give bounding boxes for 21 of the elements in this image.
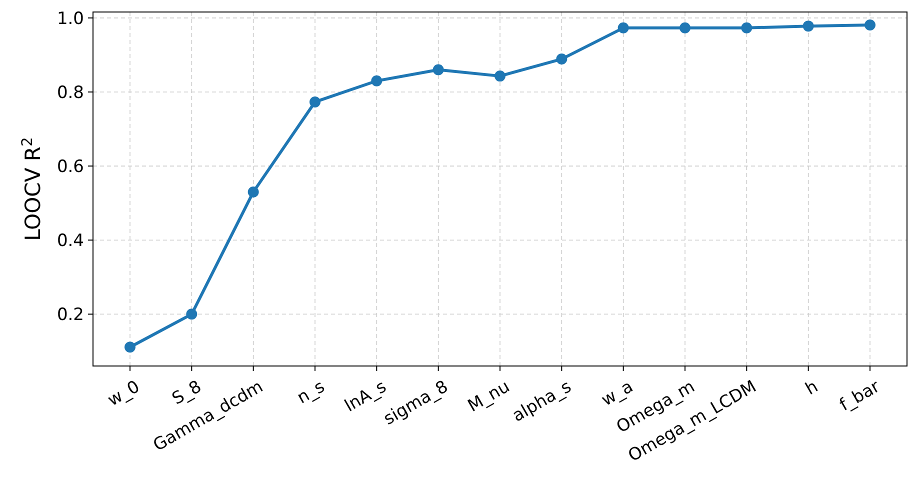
point (802, 20, 814, 32)
y-tick-label: 0.6 (56, 156, 84, 177)
point (248, 186, 259, 198)
point (310, 96, 320, 108)
y-tick-label: 0.8 (56, 82, 84, 103)
point (186, 308, 198, 320)
x-tick-label: h (802, 376, 822, 400)
point (864, 19, 876, 30)
point (556, 54, 568, 65)
y-tick-label: 1.0 (56, 8, 84, 29)
x-tick-label: n_s (294, 376, 328, 408)
y-tick-label: 0.2 (56, 305, 84, 326)
point (124, 342, 136, 353)
point (371, 75, 382, 86)
point (741, 22, 752, 34)
point (680, 22, 690, 34)
x-tick-label: w_0 (104, 376, 144, 411)
point (432, 64, 444, 76)
point (618, 22, 629, 34)
y-tick-label: 0.4 (56, 231, 84, 252)
point (494, 70, 506, 82)
